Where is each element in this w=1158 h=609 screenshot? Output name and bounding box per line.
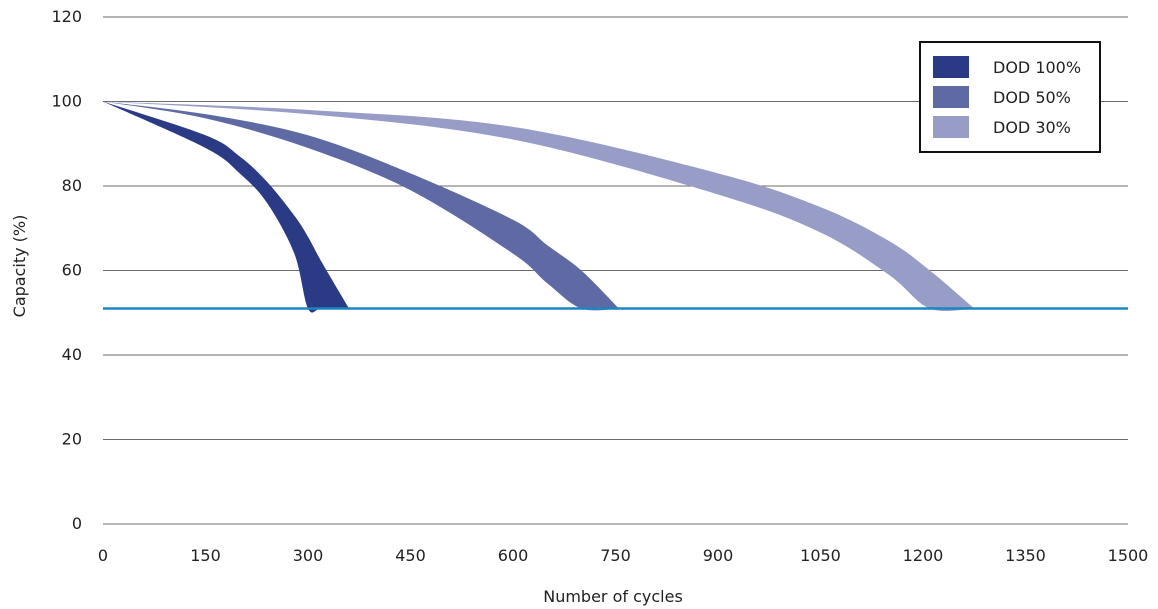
- x-tick-label: 750: [600, 546, 631, 565]
- x-axis-ticks: 0 150 300 450 600 750 900 1050 1200 1350 1500: [98, 546, 1148, 565]
- legend-swatch: [933, 116, 969, 138]
- y-tick-label: 120: [51, 7, 82, 26]
- legend: DOD 100% DOD 50% DOD 30%: [919, 41, 1101, 153]
- y-tick-label: 20: [62, 430, 82, 449]
- x-tick-label: 600: [498, 546, 529, 565]
- x-tick-label: 450: [395, 546, 426, 565]
- legend-label: DOD 30%: [993, 118, 1071, 137]
- legend-label: DOD 50%: [993, 88, 1071, 107]
- x-tick-label: 1050: [800, 546, 841, 565]
- y-tick-label: 100: [51, 92, 82, 111]
- legend-swatch: [933, 86, 969, 108]
- x-tick-label: 0: [98, 546, 108, 565]
- x-tick-label: 1500: [1108, 546, 1149, 565]
- y-axis-label: Capacity (%): [10, 215, 29, 318]
- legend-swatch: [933, 56, 969, 78]
- y-tick-label: 40: [62, 345, 82, 364]
- gridlines: [103, 16, 1128, 525]
- x-tick-label: 1200: [903, 546, 944, 565]
- series-band-1: [103, 101, 349, 313]
- legend-label: DOD 100%: [993, 58, 1081, 77]
- series-band-2: [103, 101, 619, 311]
- y-tick-label: 0: [72, 514, 82, 533]
- x-axis-label: Number of cycles: [543, 587, 683, 606]
- x-tick-label: 300: [293, 546, 324, 565]
- series-bands: [103, 101, 975, 313]
- y-tick-label: 80: [62, 176, 82, 195]
- x-tick-label: 150: [190, 546, 221, 565]
- y-axis-ticks: 0 20 40 60 80 100 120: [51, 7, 82, 533]
- x-tick-label: 900: [703, 546, 734, 565]
- y-tick-label: 60: [62, 261, 82, 280]
- series-band-3: [103, 101, 975, 312]
- x-tick-label: 1350: [1005, 546, 1046, 565]
